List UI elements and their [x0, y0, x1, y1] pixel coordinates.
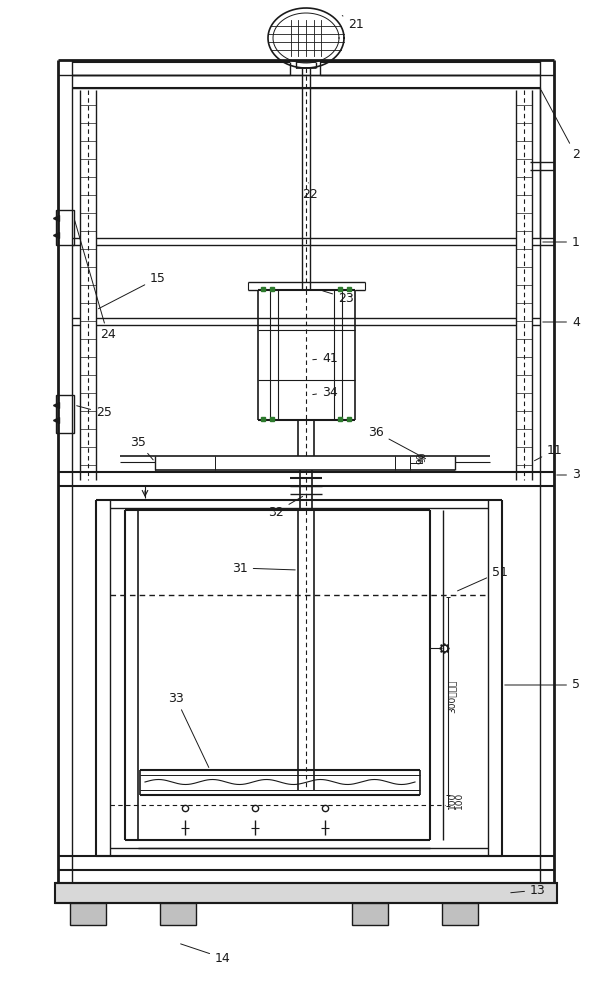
Text: 33: 33: [168, 692, 209, 767]
Bar: [56, 395, 74, 433]
Text: 22: 22: [302, 183, 318, 202]
Text: 13: 13: [511, 884, 546, 896]
Text: 36: 36: [368, 426, 426, 459]
Text: 11: 11: [534, 444, 563, 461]
Text: 90: 90: [416, 452, 425, 464]
Bar: [70, 903, 106, 925]
Text: 35: 35: [130, 436, 154, 460]
Text: 15: 15: [98, 271, 166, 309]
Text: 25: 25: [77, 406, 112, 420]
Text: 51: 51: [457, 566, 508, 591]
Bar: [160, 903, 196, 925]
Text: 100: 100: [455, 791, 464, 809]
Text: 4: 4: [543, 316, 580, 328]
Bar: [55, 883, 557, 903]
Text: 2: 2: [542, 90, 580, 161]
Text: 5: 5: [505, 678, 580, 692]
Text: 21: 21: [342, 16, 363, 31]
Text: 300次液面: 300次液面: [448, 679, 456, 713]
Bar: [56, 210, 74, 245]
Bar: [352, 903, 388, 925]
Bar: [442, 903, 478, 925]
Text: 90: 90: [418, 452, 427, 462]
Text: 31: 31: [232, 562, 295, 574]
Text: 1: 1: [543, 235, 580, 248]
Text: 24: 24: [75, 221, 116, 342]
Text: 3: 3: [557, 468, 580, 482]
Text: 100: 100: [448, 791, 456, 809]
Text: 41: 41: [313, 352, 338, 364]
Text: 32: 32: [268, 496, 303, 518]
Text: 14: 14: [181, 944, 231, 964]
Text: 23: 23: [322, 291, 354, 304]
Text: 34: 34: [313, 385, 338, 398]
